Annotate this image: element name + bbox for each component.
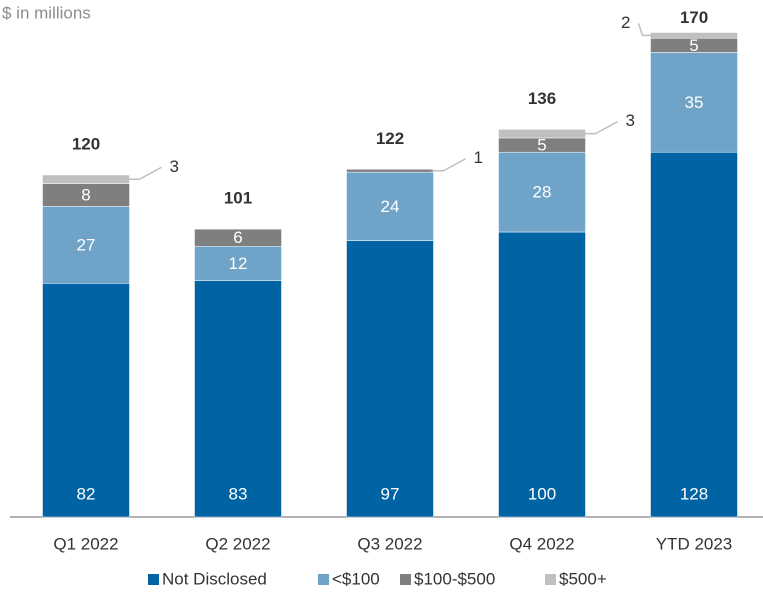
bar-segment	[498, 151, 586, 233]
data-label: 3	[626, 111, 635, 130]
data-label: 24	[381, 197, 400, 216]
chart-subtitle: $ in millions	[2, 3, 91, 22]
bar-segment	[346, 240, 434, 518]
leader-line	[127, 166, 162, 181]
bar-segment	[194, 280, 282, 518]
data-label: 3	[170, 157, 179, 176]
x-tick-label: Q4 2022	[509, 534, 574, 553]
total-label: 120	[72, 134, 100, 153]
data-label: 28	[533, 183, 552, 202]
data-label: 82	[77, 484, 96, 503]
leader-line	[583, 121, 618, 135]
legend-swatch	[545, 574, 556, 585]
bar-segment	[498, 231, 586, 518]
data-label: 6	[233, 228, 242, 247]
legend-label: Not Disclosed	[162, 569, 267, 588]
x-tick-label: Q3 2022	[357, 534, 422, 553]
data-label: 128	[680, 484, 708, 503]
total-label: 101	[224, 189, 252, 208]
bar-segment	[498, 129, 586, 139]
data-label: 1	[474, 148, 483, 167]
total-label: 122	[376, 129, 404, 148]
legend-swatch	[318, 574, 329, 585]
bar-segment	[346, 171, 434, 241]
data-label: 27	[77, 235, 96, 254]
data-label: 5	[537, 136, 546, 155]
data-label: 8	[81, 185, 90, 204]
bar-segment	[650, 32, 738, 39]
leader-line	[637, 23, 653, 37]
data-label: 2	[621, 13, 630, 32]
total-label: 170	[680, 8, 708, 27]
bar-segment	[194, 228, 282, 247]
bar-segment	[194, 246, 282, 281]
total-label: 136	[528, 89, 556, 108]
x-tick-label: YTD 2023	[656, 534, 733, 553]
data-label: 100	[528, 484, 556, 503]
bar-segment	[42, 174, 130, 184]
bar-segment	[42, 206, 130, 284]
bar-segment	[346, 169, 434, 173]
bar-segment	[650, 52, 738, 153]
bar-segment	[650, 151, 738, 518]
bar-segment	[42, 283, 130, 518]
x-tick-label: Q1 2022	[53, 534, 118, 553]
legend-label: <$100	[332, 569, 380, 588]
data-label: 12	[229, 254, 248, 273]
leader-line	[431, 158, 466, 172]
data-label: 97	[381, 484, 400, 503]
data-label: 83	[229, 484, 248, 503]
data-label: 35	[685, 93, 704, 112]
legend-label: $500+	[559, 569, 607, 588]
legend-label: $100-$500	[414, 569, 495, 588]
legend-swatch	[148, 574, 159, 585]
data-label: 5	[689, 36, 698, 55]
x-tick-label: Q2 2022	[205, 534, 270, 553]
legend-swatch	[400, 574, 411, 585]
